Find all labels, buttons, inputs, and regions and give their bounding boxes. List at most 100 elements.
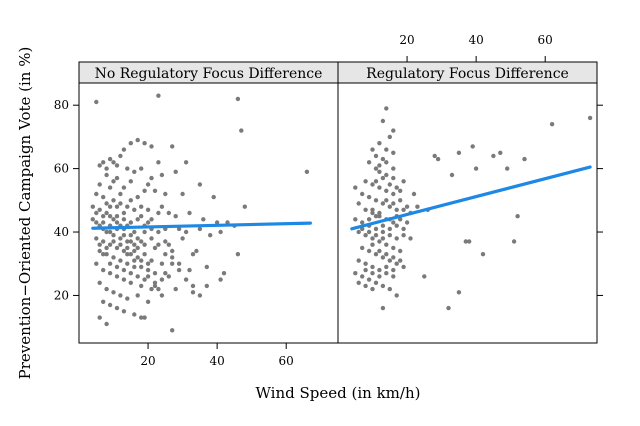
data-point xyxy=(104,252,109,257)
data-point xyxy=(107,204,113,209)
data-point xyxy=(398,258,403,263)
data-point xyxy=(356,280,361,285)
data-point xyxy=(114,245,120,251)
data-point xyxy=(142,315,147,320)
data-point xyxy=(118,242,123,247)
strip-label: Regulatory Focus Difference xyxy=(366,66,569,82)
data-point xyxy=(149,258,154,263)
data-point xyxy=(104,286,109,292)
data-point xyxy=(111,233,116,238)
data-point xyxy=(373,226,379,232)
data-point xyxy=(135,194,140,200)
data-point xyxy=(304,169,310,174)
data-point xyxy=(377,214,382,219)
data-point xyxy=(104,201,109,206)
data-point xyxy=(380,118,386,124)
data-point xyxy=(467,239,472,244)
data-point xyxy=(176,267,182,273)
data-point xyxy=(387,226,392,232)
data-point xyxy=(142,252,147,257)
data-point xyxy=(587,115,593,121)
data-point xyxy=(152,245,158,251)
data-point xyxy=(242,204,247,209)
data-point xyxy=(377,248,382,254)
data-point xyxy=(197,293,203,298)
data-point xyxy=(145,267,151,273)
data-point xyxy=(366,160,372,165)
fit-line xyxy=(350,165,592,231)
data-point xyxy=(101,194,106,200)
data-point xyxy=(353,271,358,276)
data-point xyxy=(166,274,171,279)
data-point xyxy=(139,166,144,171)
data-point xyxy=(128,239,133,244)
data-point xyxy=(173,286,178,292)
data-point xyxy=(121,267,127,273)
data-point xyxy=(387,134,392,140)
data-point xyxy=(111,255,116,260)
data-point xyxy=(370,236,375,241)
data-point xyxy=(235,252,241,257)
data-point xyxy=(142,229,147,235)
data-point xyxy=(432,153,437,159)
data-point xyxy=(128,280,133,285)
data-point xyxy=(135,255,140,260)
data-point xyxy=(366,217,372,222)
data-point xyxy=(394,293,399,298)
data-point xyxy=(159,172,165,178)
data-point xyxy=(107,271,113,276)
data-point xyxy=(370,264,375,270)
data-point xyxy=(107,242,113,247)
data-point xyxy=(470,144,475,149)
data-point xyxy=(125,245,130,251)
data-point xyxy=(180,236,185,241)
data-point xyxy=(101,220,106,225)
data-point xyxy=(101,160,106,165)
data-point xyxy=(446,305,451,311)
data-point xyxy=(404,204,410,209)
data-point xyxy=(121,248,127,254)
data-point xyxy=(187,267,192,273)
x-tick-label: 20 xyxy=(140,354,155,368)
data-point xyxy=(145,299,151,304)
data-point xyxy=(387,286,392,292)
data-point xyxy=(356,258,361,263)
data-point xyxy=(107,185,113,190)
data-point xyxy=(118,191,123,197)
data-point xyxy=(125,204,130,209)
x-axis-title: Wind Speed (in km/h) xyxy=(256,384,421,402)
panel-2: Regulatory Focus Difference 20 40 60 xyxy=(337,33,603,344)
data-point xyxy=(360,274,365,279)
data-point xyxy=(391,128,396,133)
data-point xyxy=(121,185,127,190)
data-point xyxy=(173,169,178,174)
data-point xyxy=(183,160,189,165)
data-point xyxy=(384,147,389,152)
data-point xyxy=(145,220,151,225)
data-point xyxy=(125,296,130,301)
data-point xyxy=(377,210,382,216)
panels-layer: No Regulatory Focus Difference 20 40 60 20 40… xyxy=(54,33,603,368)
data-point xyxy=(380,175,386,181)
data-point xyxy=(360,220,365,225)
data-point xyxy=(522,156,527,162)
data-point xyxy=(384,188,389,193)
data-point xyxy=(132,248,137,254)
data-point xyxy=(107,261,113,266)
data-point xyxy=(159,204,165,209)
data-point xyxy=(391,175,396,181)
y-axis-title: Prevention−Oriented Campaign Vote (in %) xyxy=(16,47,34,380)
data-point xyxy=(166,210,171,216)
data-point xyxy=(377,185,382,190)
data-point xyxy=(176,261,182,266)
data-point xyxy=(101,214,106,219)
data-point xyxy=(404,220,410,225)
data-point xyxy=(449,172,455,178)
data-point xyxy=(111,217,116,222)
data-point xyxy=(97,242,102,247)
data-point xyxy=(373,153,379,159)
data-point xyxy=(394,223,399,228)
data-point xyxy=(104,210,109,216)
data-point xyxy=(391,166,396,171)
data-point xyxy=(101,239,106,244)
